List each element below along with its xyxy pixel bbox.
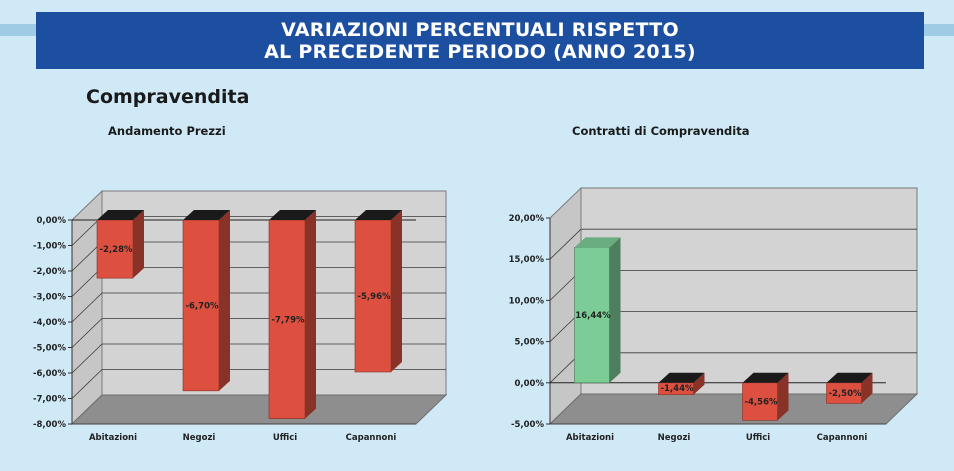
bar-data-label: -1,44% (660, 384, 693, 394)
bar-front (742, 382, 778, 421)
bar-top (574, 237, 621, 248)
gridline-side (71, 318, 103, 348)
bar-top (355, 210, 402, 220)
bar-top (826, 372, 873, 383)
y-tick-label: 0,00% (37, 216, 67, 226)
bar-side (777, 372, 789, 421)
bar-top (658, 372, 705, 383)
bar-data-label: -5,96% (357, 292, 390, 302)
x-category-label: Uffici (746, 433, 770, 443)
chart-back-wall (580, 187, 918, 395)
bar-side (219, 210, 230, 391)
bar-side (133, 210, 144, 279)
header-title-line2: AL PRECEDENTE PERIODO (ANNO 2015) (264, 41, 696, 63)
y-tick-label: -1,00% (33, 242, 66, 252)
bar-data-label: -7,79% (271, 315, 304, 325)
bar-front (354, 219, 392, 373)
y-tick-label: -8,00% (33, 420, 66, 430)
header-title-line1: VARIAZIONI PERCENTUALI RISPETTO (281, 19, 679, 41)
y-tick-label: 0,00% (515, 379, 545, 389)
y-tick-label: 15,00% (509, 255, 545, 265)
bar-top (269, 210, 316, 220)
gridline-side (71, 292, 103, 323)
bar-side (693, 372, 705, 395)
bar-side (305, 210, 316, 419)
chart-title-contratti: Contratti di Compravendita (572, 124, 750, 138)
x-category-label: Abitazioni (566, 433, 614, 443)
x-category-label: Negozi (183, 433, 216, 443)
bar-data-label: -6,70% (185, 301, 218, 311)
page-header-banner: VARIAZIONI PERCENTUALI RISPETTO AL PRECE… (36, 12, 924, 69)
banner-stripe-right (924, 24, 954, 36)
x-category-label: Abitazioni (89, 433, 137, 443)
y-tick-label: -4,00% (33, 318, 66, 328)
y-tick-label: 5,00% (515, 338, 545, 348)
y-tick-label: -3,00% (33, 293, 66, 303)
bar-data-label: 16,44% (575, 311, 611, 321)
y-tick-label: 10,00% (509, 296, 545, 306)
bar-side (391, 210, 402, 372)
chart-title-prezzi: Andamento Prezzi (108, 124, 226, 138)
gridline-side (71, 369, 103, 399)
x-category-label: Capannoni (346, 433, 397, 443)
y-tick-label: 20,00% (509, 214, 545, 224)
x-category-label: Uffici (273, 433, 297, 443)
gridline-side (71, 343, 103, 374)
y-tick-label: -2,00% (33, 267, 66, 277)
bar-top (742, 372, 789, 383)
bar-side (609, 237, 621, 383)
bar-front (574, 247, 610, 384)
y-tick-label: -7,00% (33, 395, 66, 405)
y-tick-label: -5,00% (33, 344, 66, 354)
y-tick-label: -6,00% (33, 369, 66, 379)
bar-data-label: -4,56% (744, 398, 777, 408)
bar-data-label: -2,50% (828, 389, 861, 399)
section-title: Compravendita (86, 86, 250, 108)
y-tick-label: -5,00% (511, 420, 544, 430)
x-category-label: Capannoni (817, 433, 868, 443)
bar-data-label: -2,28% (99, 245, 132, 255)
banner-stripe-left (0, 24, 36, 36)
x-category-label: Negozi (658, 433, 691, 443)
bar-front (182, 219, 220, 392)
gridline-side (549, 228, 582, 260)
bar-front (268, 219, 306, 419)
bar-top (183, 210, 230, 220)
bar-top (97, 210, 144, 220)
bar-side (861, 372, 873, 404)
